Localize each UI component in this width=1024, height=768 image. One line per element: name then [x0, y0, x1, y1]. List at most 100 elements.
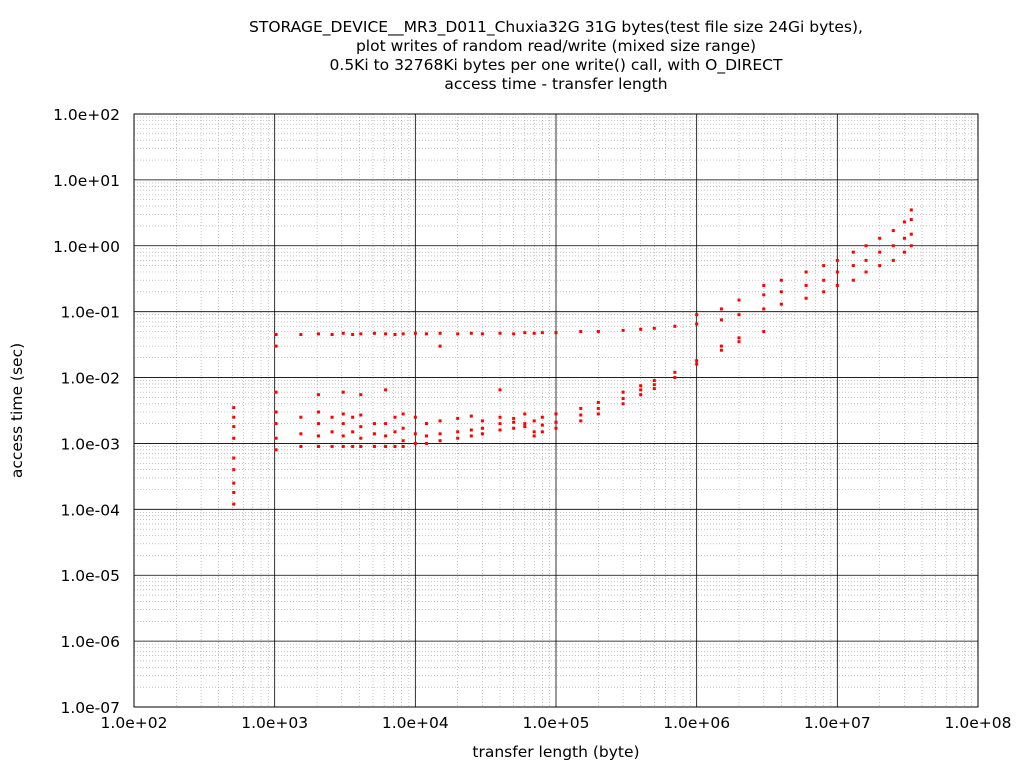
data-point: [822, 290, 826, 294]
data-point: [299, 432, 303, 436]
data-point: [579, 419, 583, 423]
data-point: [719, 344, 723, 348]
data-point: [512, 332, 516, 336]
data-point: [316, 332, 320, 336]
data-point: [274, 448, 278, 452]
data-point: [401, 412, 405, 416]
data-point: [579, 330, 583, 334]
x-tick-label: 1.0e+08: [945, 714, 1012, 732]
y-tick-label: 1.0e-03: [60, 435, 120, 453]
chart-title-line-1: STORAGE_DEVICE__MR3_D011_Chuxia32G 31G b…: [249, 18, 863, 36]
data-point: [909, 218, 913, 222]
data-point: [621, 402, 625, 406]
data-point: [891, 229, 895, 233]
data-point: [232, 468, 236, 472]
data-point: [621, 397, 625, 401]
data-point: [719, 307, 723, 311]
data-point: [498, 388, 502, 392]
data-point: [330, 444, 334, 448]
data-point: [341, 390, 345, 394]
data-point: [512, 420, 516, 424]
data-point: [274, 422, 278, 426]
data-point: [779, 290, 783, 294]
data-point: [532, 419, 536, 423]
data-point: [652, 387, 656, 391]
data-point: [835, 283, 839, 287]
data-point: [902, 236, 906, 240]
data-point: [232, 502, 236, 506]
data-point: [512, 426, 516, 430]
data-point: [673, 370, 677, 374]
data-point: [540, 331, 544, 335]
data-point: [512, 416, 516, 420]
data-point: [456, 416, 460, 420]
x-tick-label: 1.0e+02: [101, 714, 168, 732]
y-tick-label: 1.0e+01: [53, 172, 120, 190]
data-point: [532, 430, 536, 434]
data-point: [341, 434, 345, 438]
data-point: [469, 434, 473, 438]
data-point: [639, 393, 643, 397]
data-point: [902, 250, 906, 254]
data-point: [274, 436, 278, 440]
data-point: [413, 441, 417, 445]
data-point: [341, 331, 345, 335]
data-point: [384, 422, 388, 426]
data-point: [384, 434, 388, 438]
data-point: [393, 430, 397, 434]
data-point: [540, 423, 544, 427]
data-point: [695, 362, 699, 366]
data-point: [554, 426, 558, 430]
data-point: [480, 426, 484, 430]
data-point: [438, 432, 442, 436]
data-point: [639, 388, 643, 392]
data-point: [372, 444, 376, 448]
data-point: [639, 384, 643, 388]
data-point: [596, 400, 600, 404]
data-point: [359, 332, 363, 336]
data-point: [804, 296, 808, 300]
data-point: [413, 432, 417, 436]
data-point: [456, 430, 460, 434]
data-point: [851, 264, 855, 268]
data-point: [401, 426, 405, 430]
data-point: [909, 232, 913, 236]
data-point: [480, 332, 484, 336]
data-point: [639, 327, 643, 331]
data-point: [878, 236, 882, 240]
data-point: [384, 444, 388, 448]
data-point: [401, 439, 405, 443]
data-point: [909, 244, 913, 248]
data-point: [621, 328, 625, 332]
x-tick-label: 1.0e+07: [804, 714, 871, 732]
data-point: [480, 432, 484, 436]
data-point: [498, 415, 502, 419]
data-point: [316, 393, 320, 397]
data-point: [384, 388, 388, 392]
data-point: [719, 348, 723, 352]
data-point: [351, 430, 355, 434]
data-point: [424, 434, 428, 438]
data-point: [274, 390, 278, 394]
data-point: [274, 344, 278, 348]
data-point: [456, 436, 460, 440]
data-point: [621, 390, 625, 394]
data-point: [232, 436, 236, 440]
data-point: [438, 344, 442, 348]
data-point: [822, 264, 826, 268]
data-point: [596, 412, 600, 416]
data-point: [804, 270, 808, 274]
data-point: [341, 422, 345, 426]
data-point: [523, 412, 527, 416]
data-point: [299, 415, 303, 419]
data-point: [469, 331, 473, 335]
data-point: [469, 428, 473, 432]
data-point: [891, 258, 895, 262]
data-point: [652, 383, 656, 387]
data-point: [695, 359, 699, 363]
data-point: [596, 406, 600, 410]
data-point: [469, 414, 473, 418]
data-point: [554, 420, 558, 424]
tick-labels: 1.0e+02 1.0e+03 1.0e+04 1.0e+05 1.0e+06 1.0e+…: [53, 106, 1011, 732]
x-tick-label: 1.0e+04: [382, 714, 449, 732]
